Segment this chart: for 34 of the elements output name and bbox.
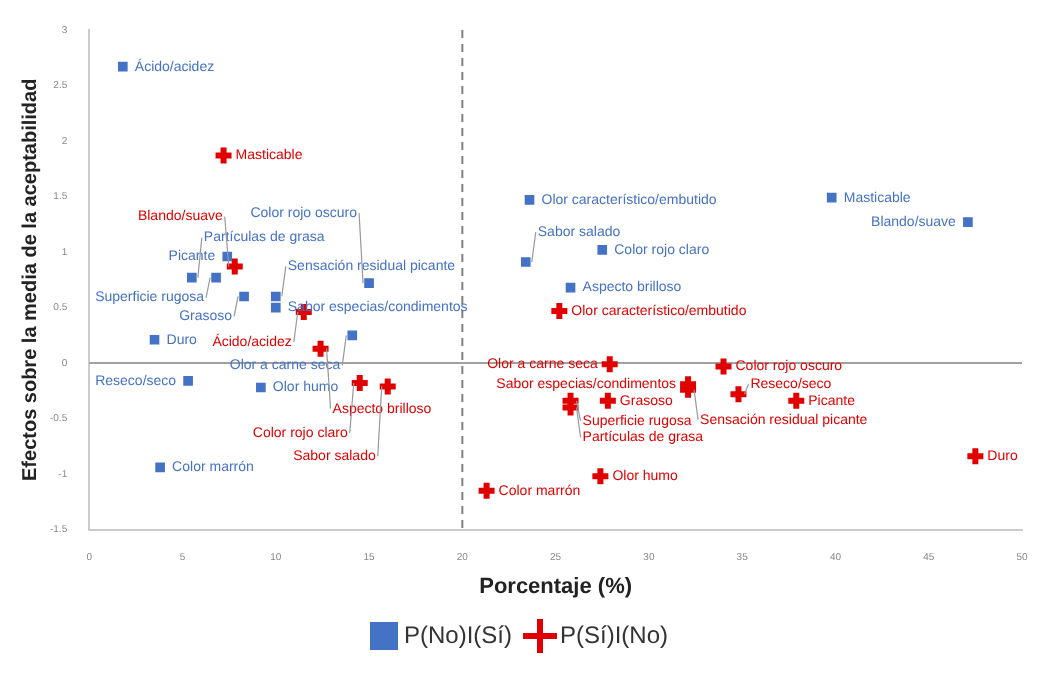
x-axis-title: Porcentaje (%) — [479, 574, 633, 599]
point — [187, 272, 197, 283]
point — [309, 337, 332, 360]
point — [212, 144, 235, 167]
point — [270, 302, 281, 313]
point — [223, 255, 246, 278]
point — [211, 272, 221, 283]
legend-label: P(Sí)I(No) — [560, 620, 669, 649]
point — [565, 282, 576, 293]
point — [785, 389, 808, 412]
point — [239, 291, 249, 302]
point — [475, 479, 498, 502]
point — [270, 291, 281, 302]
point — [183, 376, 193, 386]
point — [963, 217, 973, 227]
point — [826, 192, 837, 203]
point — [596, 389, 619, 412]
point — [364, 278, 374, 288]
y-axis-title: Efectos sobre la media de la aceptabilidad — [19, 78, 42, 481]
point — [597, 245, 608, 255]
point — [117, 61, 128, 72]
point — [149, 334, 160, 345]
point — [256, 382, 266, 393]
point — [964, 445, 987, 468]
point — [712, 355, 735, 378]
point — [589, 465, 612, 488]
point — [524, 195, 535, 205]
legend-label: P(No)I(Sí) — [404, 620, 513, 649]
point — [598, 353, 621, 376]
point — [520, 257, 531, 267]
point — [376, 375, 399, 398]
point — [347, 330, 358, 341]
point — [155, 462, 165, 473]
point — [727, 383, 750, 406]
